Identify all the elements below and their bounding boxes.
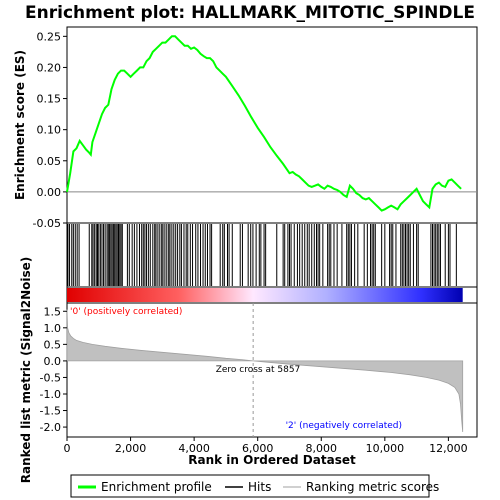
ranked-y-tick-label: -2.0 <box>40 421 61 434</box>
ranking-colorbar-fill <box>67 288 463 302</box>
ranked-y-axis-label: Ranked list metric (Signal2Noise) <box>19 257 33 484</box>
legend: Enrichment profile Hits Ranking metric s… <box>70 474 439 498</box>
x-axis-label: Rank in Ordered Dataset <box>188 453 356 467</box>
x-tick-label: 2,000 <box>115 442 147 455</box>
x-tick-label: 0 <box>64 442 71 455</box>
x-tick-label: 4,000 <box>178 442 210 455</box>
chart-title: Enrichment plot: HALLMARK_MITOTIC_SPINDL… <box>25 3 475 23</box>
es-y-tick-label: 0.20 <box>37 61 62 74</box>
legend-ranking-label: Ranking metric scores <box>306 480 439 494</box>
ranked-y-tick-label: 0.5 <box>44 338 62 351</box>
x-tick-label: 8,000 <box>306 442 338 455</box>
legend-box <box>70 474 430 498</box>
ranked-y-tick-label: -0.5 <box>40 371 61 384</box>
es-y-tick-label: 0.00 <box>37 186 62 199</box>
x-axis: 0 2,000 4,000 6,000 8,000 10,000 12,000 <box>64 437 468 455</box>
es-y-tick-label: 0.15 <box>37 93 62 106</box>
hits-panel-frame <box>66 222 478 288</box>
es-panel-frame <box>66 26 478 224</box>
legend-enrichment-label: Enrichment profile <box>101 480 212 494</box>
es-y-tick-label: 0.10 <box>37 124 62 137</box>
legend-hits-label: Hits <box>248 480 271 494</box>
es-panel: -0.05 0.00 0.05 0.10 0.15 0.20 0.25 <box>33 30 477 230</box>
ranked-y-tick-label: 1.0 <box>44 322 62 335</box>
ranking-colorbar <box>67 288 463 302</box>
es-y-tick-label: -0.05 <box>33 217 61 230</box>
ranked-y-tick-label: -1.0 <box>40 388 61 401</box>
x-tick-label: 12,000 <box>429 442 468 455</box>
ranked-panel-frame <box>66 302 478 438</box>
x-tick-label: 10,000 <box>366 442 405 455</box>
ranked-y-tick-label: 1.5 <box>44 305 62 318</box>
es-y-tick-label: 0.05 <box>37 155 62 168</box>
ranking-metric-area <box>66 309 464 433</box>
hits-panel <box>67 224 457 286</box>
zero-cross-label: Zero cross at 5857 <box>216 365 301 375</box>
es-y-axis-label: Enrichment score (ES) <box>13 50 27 200</box>
enrichment-profile-line <box>66 35 462 212</box>
es-y-tick-label: 0.25 <box>37 30 62 43</box>
x-tick-label: 6,000 <box>242 442 274 455</box>
ranked-y-tick-label: 0.0 <box>44 355 62 368</box>
negative-correlation-label: '2' (negatively correlated) <box>286 421 402 431</box>
positive-correlation-label: '0' (positively correlated) <box>70 307 182 317</box>
ranked-panel: -2.0 -1.5 -1.0 -0.5 0.0 0.5 1.0 1.5 <box>40 303 464 437</box>
ranked-y-tick-label: -1.5 <box>40 405 61 418</box>
